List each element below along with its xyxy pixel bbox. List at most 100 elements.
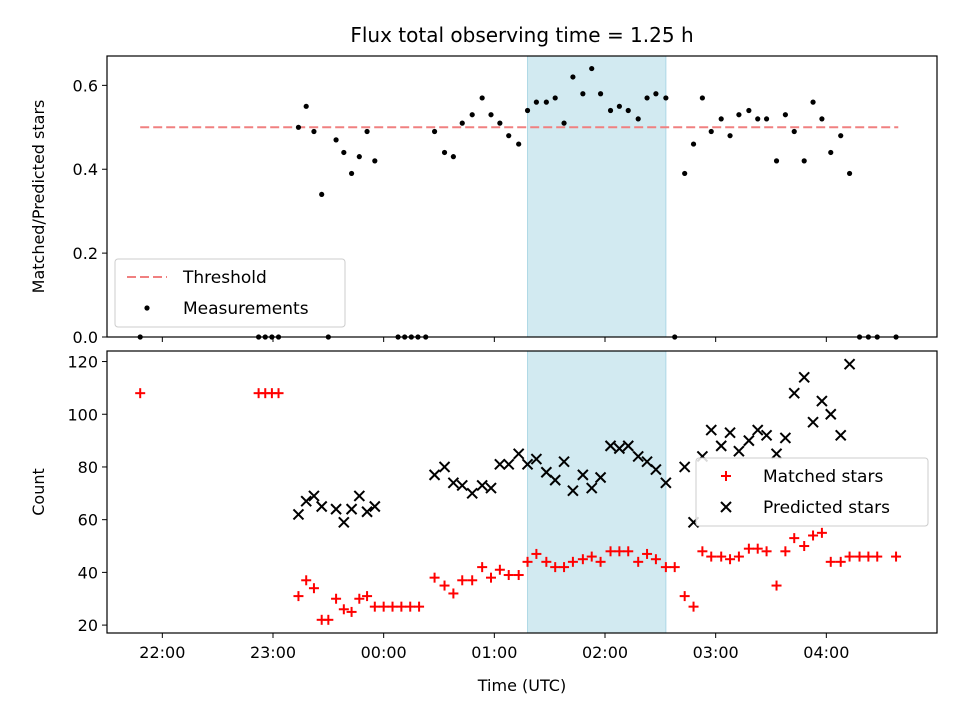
legend-measurements-label: Measurements [183, 299, 309, 319]
x-mark-b [622, 440, 634, 452]
x-mark-b [466, 487, 478, 500]
bottom-y-axis-label: Count [29, 468, 48, 516]
data-point [773, 158, 780, 164]
data-point [346, 606, 357, 617]
data-point [513, 570, 524, 581]
legend-predicted-label: Predicted stars [763, 498, 890, 518]
data-point [456, 479, 468, 492]
legend-box [695, 457, 929, 527]
data-point [799, 541, 810, 552]
data-point [788, 387, 800, 399]
y-tick-label: 0.6 [73, 76, 98, 95]
data-point [650, 554, 661, 565]
x-mark-b [330, 503, 342, 515]
y-tick-label: 0.2 [73, 244, 98, 263]
data-point [479, 95, 485, 101]
data-point [641, 455, 653, 468]
x-mark-b [428, 469, 441, 481]
data-point [331, 593, 342, 604]
x-mark-b [308, 490, 320, 502]
legend-box [114, 258, 346, 328]
data-point [743, 543, 754, 554]
x-mark-b [733, 445, 745, 457]
x-mark-b [345, 503, 358, 515]
data-point [467, 575, 478, 586]
x-mark-b [660, 477, 672, 489]
x-axis-label: Time (UTC) [477, 676, 566, 695]
data-point [488, 112, 494, 118]
data-point [448, 588, 459, 599]
data-point [782, 112, 788, 118]
data-point [791, 128, 797, 135]
x-mark-b [521, 458, 534, 471]
data-point [522, 556, 533, 567]
data-point [341, 149, 347, 156]
data-point [746, 107, 752, 114]
data-point [459, 120, 465, 126]
x-mark-b [650, 463, 662, 476]
top-y-axis-label: Matched/Predicted stars [29, 100, 48, 294]
data-point [469, 112, 475, 118]
data-point [494, 458, 506, 471]
bottom-panel: 20 40 60 80 100 120 22:00 23:00 00:00 01:00 02:00 0… [29, 350, 938, 695]
data-point [428, 469, 441, 481]
data-point [457, 575, 468, 586]
data-point [414, 601, 425, 612]
data-point [642, 548, 653, 559]
legend-measurements-swatch [144, 305, 150, 311]
data-point [706, 551, 717, 562]
data-point [516, 141, 522, 147]
x-mark-b [353, 490, 366, 502]
legend-matched-label: Matched stars [763, 467, 883, 487]
y-tick-label: 20 [78, 616, 98, 635]
data-point [521, 458, 534, 471]
data-point [752, 424, 764, 436]
data-point [356, 154, 362, 160]
x-mark-b [549, 474, 561, 486]
x-tick-label: 04:00 [803, 643, 849, 662]
data-point [595, 556, 606, 567]
data-point [353, 490, 366, 502]
data-point [669, 562, 680, 573]
data-point [372, 158, 378, 164]
data-point [644, 95, 650, 101]
data-point [625, 107, 631, 114]
data-point [716, 551, 727, 562]
data-point [586, 482, 598, 494]
data-point [530, 453, 543, 465]
data-point [605, 546, 616, 557]
x-mark-b [586, 482, 598, 494]
data-point [524, 107, 531, 114]
data-point [690, 141, 697, 147]
data-point [622, 440, 634, 452]
y-tick-label: 80 [78, 458, 98, 477]
data-point [616, 103, 622, 109]
data-point [780, 546, 791, 557]
data-point [338, 604, 349, 615]
data-point [541, 556, 552, 567]
x-tick-label: 00:00 [361, 643, 407, 662]
data-point [743, 434, 755, 447]
data-point [577, 554, 588, 565]
data-point [816, 527, 827, 538]
data-point [736, 112, 742, 118]
data-point [330, 503, 342, 515]
data-point [660, 477, 672, 489]
data-point [466, 487, 478, 500]
data-point [604, 440, 617, 452]
data-point [863, 551, 874, 562]
data-point [396, 601, 407, 612]
data-point [570, 74, 576, 80]
data-point [580, 91, 586, 97]
data-point [273, 388, 284, 399]
x-mark-b [292, 508, 305, 521]
data-point [725, 554, 736, 565]
data-point [549, 474, 561, 486]
y-tick-label: 40 [78, 563, 98, 582]
data-point [311, 128, 317, 135]
data-point [614, 546, 625, 557]
data-point [450, 154, 456, 160]
x-tick-label: 22:00 [139, 643, 185, 662]
data-point [361, 506, 373, 518]
